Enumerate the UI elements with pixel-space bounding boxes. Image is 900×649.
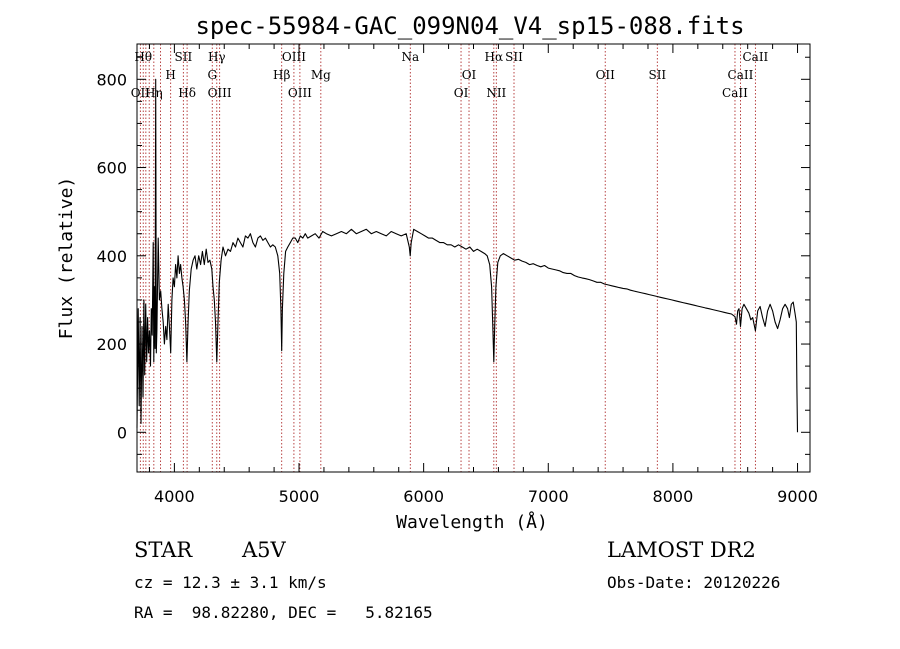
x-tick-label: 6000 bbox=[403, 487, 444, 506]
y-axis-label: Flux (relative) bbox=[56, 177, 77, 340]
y-tick-label: 400 bbox=[96, 247, 127, 266]
spectral-line-label: Hγ bbox=[208, 50, 226, 64]
x-tick-label: 8000 bbox=[653, 487, 694, 506]
spectral-line-label: Hα bbox=[485, 50, 504, 64]
spectral-line-label: Hδ bbox=[178, 86, 196, 100]
spectral-line-label: H bbox=[165, 68, 175, 82]
spectral-line-label: CaII bbox=[742, 50, 768, 64]
x-tick-label: 4000 bbox=[154, 487, 195, 506]
spectral-line-label: OII bbox=[596, 68, 616, 82]
plot-frame bbox=[136, 43, 811, 473]
spectral-line-labels: OIIHθHηHSIIHδGHγOIIIHβOIIIOIIIMgNaOIOIHα… bbox=[131, 50, 769, 100]
spectral-line-label: OII bbox=[131, 86, 151, 100]
y-axis: 0 200 400 600 800 bbox=[96, 56, 810, 455]
spectral-line-label: Hβ bbox=[273, 68, 290, 82]
spectral-line-label: OI bbox=[454, 86, 469, 100]
redshift-velocity: cz = 12.3 ± 3.1 km/s bbox=[134, 573, 327, 592]
chart-title: spec-55984-GAC_099N04_V4_sp15-088.fits bbox=[195, 12, 744, 40]
object-subclass: A5V bbox=[242, 538, 286, 562]
spectral-line-label: OIII bbox=[282, 50, 306, 64]
spectral-line-label: CaII bbox=[728, 68, 754, 82]
spectrum-series-line bbox=[136, 78, 799, 433]
spectral-line-label: NII bbox=[486, 86, 506, 100]
spectral-line-label: Hθ bbox=[134, 50, 152, 64]
survey-name: LAMOST DR2 bbox=[607, 538, 756, 562]
spectral-line-label: Hη bbox=[145, 86, 163, 100]
x-tick-label: 5000 bbox=[279, 487, 320, 506]
x-axis-label: Wavelength (Å) bbox=[396, 511, 548, 533]
spectral-line-label: OI bbox=[462, 68, 477, 82]
y-tick-label: 600 bbox=[96, 159, 127, 178]
spectral-line-label: Mg bbox=[311, 68, 331, 82]
spectral-line-label: SII bbox=[175, 50, 193, 64]
spectral-line-label: SII bbox=[648, 68, 666, 82]
y-tick-label: 0 bbox=[117, 423, 127, 442]
spectral-line-label: G bbox=[207, 68, 217, 82]
spectral-line-markers bbox=[139, 44, 756, 472]
observation-date: Obs-Date: 20120226 bbox=[607, 573, 781, 592]
object-class: STAR bbox=[134, 538, 193, 562]
spectral-line-label: OIII bbox=[208, 86, 232, 100]
y-tick-label: 800 bbox=[96, 70, 127, 89]
x-axis: 4000 5000 6000 7000 8000 9000 bbox=[148, 44, 818, 506]
spectral-line-label: OIII bbox=[288, 86, 312, 100]
spectral-line-label: SII bbox=[505, 50, 523, 64]
spectral-line-label: Na bbox=[401, 50, 419, 64]
spectral-line-label: CaII bbox=[722, 86, 748, 100]
y-tick-label: 200 bbox=[96, 335, 127, 354]
x-tick-label: 7000 bbox=[528, 487, 569, 506]
sky-coordinates: RA = 98.82280, DEC = 5.82165 bbox=[134, 603, 433, 622]
x-tick-label: 9000 bbox=[777, 487, 818, 506]
